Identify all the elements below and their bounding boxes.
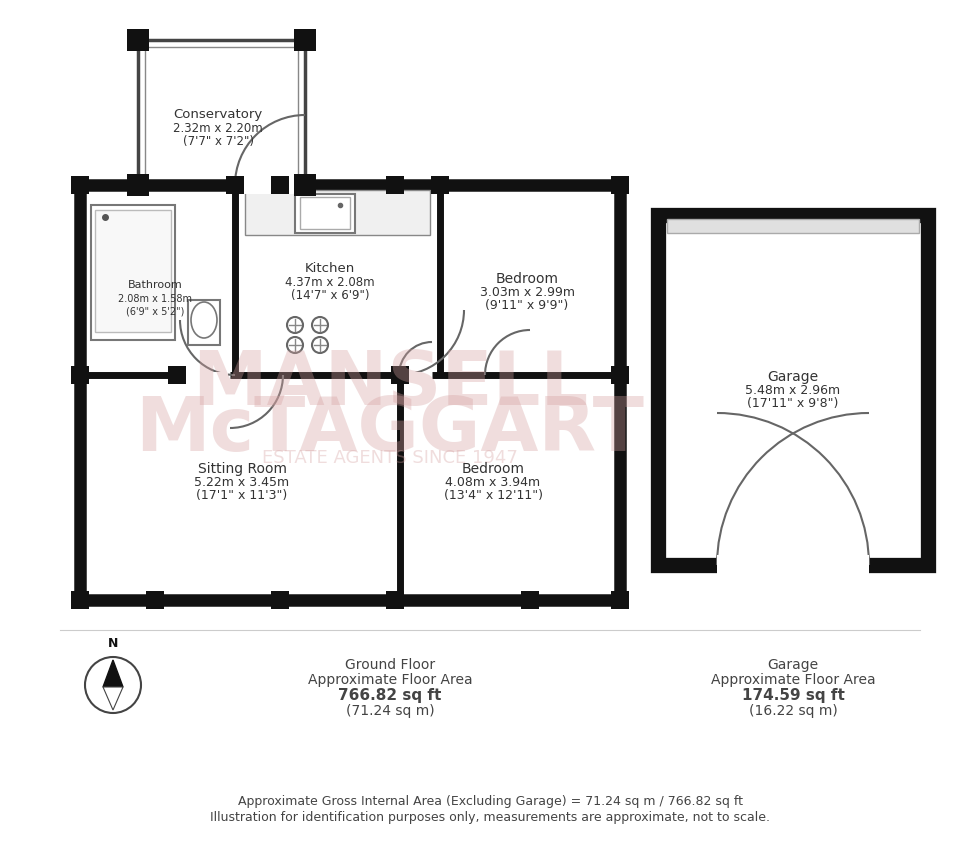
Bar	[71, 591, 89, 609]
Bar	[386, 176, 404, 194]
Bar	[91, 205, 175, 340]
Bar	[127, 174, 149, 196]
Text: (71.24 sq m): (71.24 sq m)	[346, 704, 434, 718]
Polygon shape	[103, 687, 123, 710]
Bar	[237, 176, 305, 194]
Text: (17'1" x 11'3"): (17'1" x 11'3")	[196, 489, 287, 502]
Bar	[179, 372, 228, 378]
Text: Garage: Garage	[767, 370, 818, 384]
Bar	[717, 555, 869, 575]
Text: Bedroom: Bedroom	[496, 272, 559, 286]
Bar	[386, 591, 404, 609]
Text: MANSELL: MANSELL	[192, 349, 588, 422]
Text: N: N	[108, 637, 119, 650]
Bar	[611, 176, 629, 194]
Bar	[271, 176, 289, 194]
Bar	[611, 591, 629, 609]
Bar	[611, 366, 629, 384]
Bar	[138, 40, 305, 185]
Circle shape	[85, 657, 141, 713]
Text: 3.03m x 2.99m: 3.03m x 2.99m	[479, 286, 574, 299]
Text: 4.37m x 2.08m: 4.37m x 2.08m	[285, 276, 374, 289]
Bar	[294, 29, 316, 51]
Bar	[271, 591, 289, 609]
Bar	[245, 190, 430, 235]
Text: (17'11" x 9'8"): (17'11" x 9'8")	[748, 397, 839, 410]
Text: 2.32m x 2.20m: 2.32m x 2.20m	[173, 122, 263, 135]
Text: Illustration for identification purposes only, measurements are approximate, not: Illustration for identification purposes…	[210, 811, 770, 824]
Text: Approximate Gross Internal Area (Excluding Garage) = 71.24 sq m / 766.82 sq ft: Approximate Gross Internal Area (Excludi…	[237, 795, 743, 808]
Bar	[127, 29, 149, 51]
Bar	[168, 366, 186, 384]
Text: Bedroom: Bedroom	[462, 462, 524, 476]
Bar	[658, 215, 928, 565]
Bar	[391, 366, 409, 384]
Bar	[80, 185, 620, 600]
Text: Ground Floor: Ground Floor	[345, 658, 435, 672]
Bar	[226, 176, 244, 194]
Text: Kitchen: Kitchen	[305, 262, 355, 275]
Bar	[295, 194, 355, 233]
Text: ESTATE AGENTS SINCE 1947: ESTATE AGENTS SINCE 1947	[262, 449, 518, 467]
Bar	[296, 176, 314, 194]
Bar	[146, 591, 164, 609]
Text: Approximate Floor Area: Approximate Floor Area	[710, 673, 875, 687]
Bar	[521, 591, 539, 609]
Text: 5.48m x 2.96m: 5.48m x 2.96m	[746, 384, 841, 397]
Text: (6'9" x 5'2"): (6'9" x 5'2")	[125, 307, 184, 317]
Bar	[667, 219, 919, 233]
Text: (7'7" x 7'2"): (7'7" x 7'2")	[182, 135, 254, 148]
Ellipse shape	[191, 302, 217, 338]
Text: 4.08m x 3.94m: 4.08m x 3.94m	[446, 476, 541, 489]
Bar	[71, 176, 89, 194]
Text: Garage: Garage	[767, 658, 818, 672]
Bar	[138, 40, 305, 185]
Bar	[129, 176, 147, 194]
Bar	[95, 210, 171, 332]
Text: (13'4" x 12'11"): (13'4" x 12'11")	[444, 489, 543, 502]
Bar	[145, 47, 298, 185]
Text: Approximate Floor Area: Approximate Floor Area	[308, 673, 472, 687]
Text: 5.22m x 3.45m: 5.22m x 3.45m	[194, 476, 289, 489]
Text: (16.22 sq m): (16.22 sq m)	[749, 704, 837, 718]
Bar	[300, 197, 350, 229]
Text: (9'11" x 9'9"): (9'11" x 9'9")	[485, 299, 568, 312]
Bar	[658, 215, 928, 565]
Text: (14'7" x 6'9"): (14'7" x 6'9")	[291, 289, 369, 302]
Polygon shape	[103, 660, 123, 687]
Text: 766.82 sq ft: 766.82 sq ft	[338, 688, 442, 703]
Bar	[431, 176, 449, 194]
Text: Sitting Room: Sitting Room	[198, 462, 286, 476]
Text: McTAGGART: McTAGGART	[135, 393, 645, 466]
Text: Conservatory: Conservatory	[173, 108, 263, 121]
Text: Bathroom: Bathroom	[127, 280, 182, 290]
Bar	[294, 174, 316, 196]
Bar	[188, 300, 220, 345]
Text: 2.08m x 1.58m: 2.08m x 1.58m	[118, 294, 192, 304]
Bar	[401, 372, 430, 378]
Text: 174.59 sq ft: 174.59 sq ft	[742, 688, 845, 703]
Bar	[71, 366, 89, 384]
